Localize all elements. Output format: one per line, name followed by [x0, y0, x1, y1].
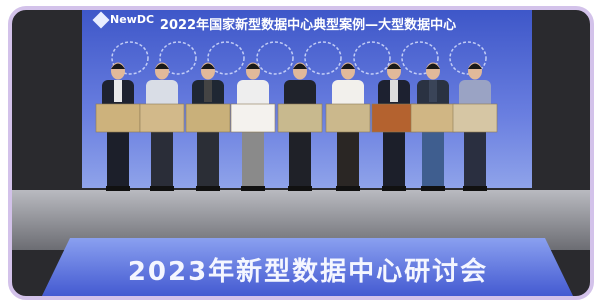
page: 2023年新型数据中心研讨会 NewDC 2022年国家新型数据中心典型案例—大… — [0, 0, 602, 300]
legs — [337, 128, 359, 188]
plaque — [186, 104, 230, 132]
plaque — [411, 104, 455, 132]
banner-text: 2023年新型数据中心研讨会 — [128, 256, 488, 287]
shirt — [429, 80, 437, 102]
plaque — [278, 104, 322, 132]
legs — [107, 128, 129, 188]
photo-content: 2023年新型数据中心研讨会 NewDC 2022年国家新型数据中心典型案例—大… — [0, 0, 602, 300]
backdrop-title: 2022年国家新型数据中心典型案例—大型数据中心 — [160, 17, 456, 33]
plaque — [453, 104, 497, 132]
shirt — [471, 80, 479, 102]
legs — [383, 128, 405, 188]
plaque — [140, 104, 184, 132]
legs — [464, 128, 486, 188]
shoes — [463, 186, 487, 191]
shoes — [241, 186, 265, 191]
shirt — [390, 80, 398, 102]
shirt — [296, 80, 304, 102]
legs — [289, 128, 311, 188]
shirt — [204, 80, 212, 102]
shoes — [196, 186, 220, 191]
plaque — [231, 104, 275, 132]
shoes — [106, 186, 130, 191]
shirt — [158, 80, 166, 102]
shoes — [382, 186, 406, 191]
legs — [242, 128, 264, 188]
legs — [197, 128, 219, 188]
logo-name: NewDC — [110, 13, 154, 26]
legs — [151, 128, 173, 188]
plaque — [96, 104, 140, 132]
shirt — [114, 80, 122, 102]
legs — [422, 128, 444, 188]
shoes — [421, 186, 445, 191]
shoes — [336, 186, 360, 191]
shirt — [344, 80, 352, 102]
people — [96, 63, 497, 192]
shirt — [249, 80, 257, 102]
shoes — [150, 186, 174, 191]
plaque — [326, 104, 370, 132]
photo: 2023年新型数据中心研讨会 NewDC 2022年国家新型数据中心典型案例—大… — [0, 0, 602, 300]
shoes — [288, 186, 312, 191]
plaque — [372, 104, 416, 132]
